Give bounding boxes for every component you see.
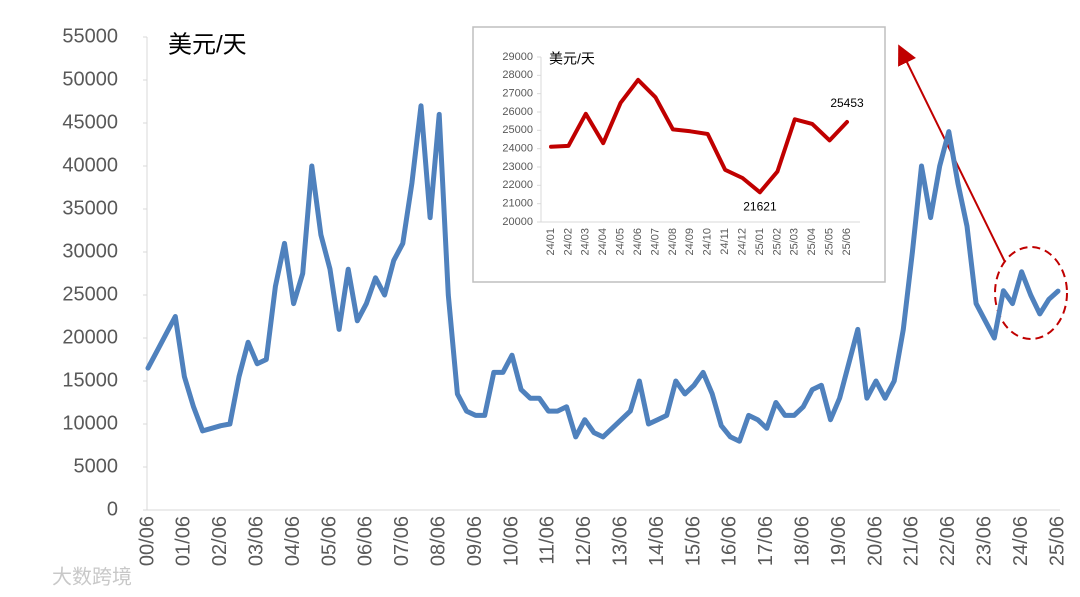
y-tick-label: 40000 <box>62 154 118 176</box>
x-tick-label: 25/02 <box>771 228 783 256</box>
data-label: 21621 <box>743 199 777 213</box>
x-tick-label: 24/03 <box>580 228 592 256</box>
data-line <box>549 77 849 195</box>
x-tick-label: 10/06 <box>500 516 522 566</box>
x-tick-label: 22/06 <box>937 516 959 566</box>
x-tick-label: 00/06 <box>136 516 158 566</box>
x-tick-label: 08/06 <box>427 516 449 566</box>
x-tick-label: 24/08 <box>667 228 679 256</box>
y-tick-label: 20000 <box>62 326 118 348</box>
y-tick-label: 15000 <box>62 369 118 391</box>
x-tick-label: 24/12 <box>736 228 748 256</box>
x-tick-label: 17/06 <box>755 516 777 566</box>
y-tick-label: 50000 <box>62 68 118 90</box>
y-tick-label: 27000 <box>502 88 533 100</box>
y-tick-label: 0 <box>107 498 118 520</box>
x-tick-label: 09/06 <box>464 516 486 566</box>
x-tick-label: 14/06 <box>646 516 668 566</box>
x-tick-label: 07/06 <box>391 516 413 566</box>
highlight-ellipse <box>994 246 1068 340</box>
x-tick-label: 24/01 <box>545 228 557 256</box>
x-tick-label: 25/05 <box>823 228 835 256</box>
x-tick-label: 24/10 <box>702 228 714 256</box>
x-tick-label: 06/06 <box>355 516 377 566</box>
x-tick-label: 25/04 <box>806 228 818 256</box>
y-tick-label: 22000 <box>502 179 533 191</box>
y-tick-label: 24000 <box>502 143 533 155</box>
inset-title: 美元/天 <box>549 51 595 67</box>
x-tick-label: 25/03 <box>789 228 801 256</box>
x-tick-label: 13/06 <box>609 516 631 566</box>
x-tick-label: 03/06 <box>245 516 267 566</box>
x-tick-label: 24/06 <box>632 228 644 256</box>
data-label: 25453 <box>830 96 864 110</box>
x-tick-label: 24/04 <box>597 228 609 256</box>
y-tick-label: 28000 <box>502 69 533 81</box>
y-tick-label: 25000 <box>502 124 533 136</box>
data-line <box>145 103 1061 444</box>
y-tick-label: 25000 <box>62 283 118 305</box>
y-tick-label: 5000 <box>74 455 119 477</box>
y-tick-label: 45000 <box>62 111 118 133</box>
x-tick-label: 05/06 <box>318 516 340 566</box>
x-tick-label: 20/06 <box>864 516 886 566</box>
x-tick-label: 25/01 <box>754 228 766 256</box>
inset-frame <box>472 26 886 283</box>
x-tick-label: 24/05 <box>615 228 627 256</box>
x-tick-label: 11/06 <box>537 516 559 565</box>
y-tick-label: 55000 <box>62 25 118 47</box>
x-tick-label: 18/06 <box>791 516 813 566</box>
x-tick-label: 01/06 <box>173 516 195 566</box>
x-tick-label: 19/06 <box>828 516 850 566</box>
chart-title: 美元/天 <box>168 31 247 58</box>
y-tick-label: 10000 <box>62 412 118 434</box>
x-tick-label: 12/06 <box>573 516 595 566</box>
y-tick-label: 29000 <box>502 51 533 63</box>
x-tick-label: 04/06 <box>282 516 304 566</box>
y-tick-label: 20000 <box>502 216 533 228</box>
x-tick-label: 15/06 <box>682 516 704 566</box>
x-tick-label: 02/06 <box>209 516 231 566</box>
x-tick-label: 24/09 <box>684 228 696 256</box>
y-tick-label: 26000 <box>502 106 533 118</box>
x-tick-label: 25/06 <box>1046 516 1068 566</box>
x-tick-label: 24/06 <box>1010 516 1032 566</box>
x-tick-label: 25/06 <box>841 228 853 256</box>
watermark: 大数跨境 <box>52 565 132 588</box>
x-tick-label: 24/02 <box>562 228 574 256</box>
x-tick-label: 21/06 <box>901 516 923 566</box>
x-tick-label: 24/07 <box>649 228 661 256</box>
y-tick-label: 23000 <box>502 161 533 173</box>
x-tick-label: 24/11 <box>719 228 731 255</box>
x-tick-label: 23/06 <box>973 516 995 566</box>
y-tick-label: 21000 <box>502 198 533 210</box>
y-tick-label: 35000 <box>62 197 118 219</box>
y-tick-label: 30000 <box>62 240 118 262</box>
x-tick-label: 16/06 <box>719 516 741 566</box>
